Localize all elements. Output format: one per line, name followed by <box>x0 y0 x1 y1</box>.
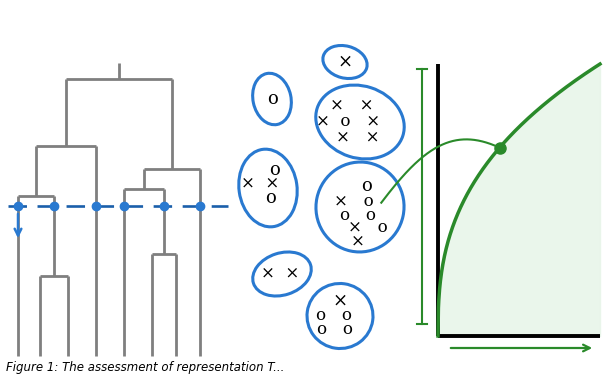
Text: Figure 1: The assessment of representation T...: Figure 1: The assessment of representati… <box>6 361 285 374</box>
Text: ×   ×: × × <box>330 98 374 114</box>
Text: ×   o: × o <box>334 192 374 210</box>
Text: ×: × <box>333 292 348 310</box>
Text: ×   ×: × × <box>336 129 380 146</box>
Text: ×   o: × o <box>348 220 388 237</box>
Text: o: o <box>269 161 279 179</box>
Text: ×  ×: × × <box>241 175 279 192</box>
Text: o: o <box>267 90 277 108</box>
Text: o: o <box>266 189 277 207</box>
Text: o   o: o o <box>340 207 376 223</box>
Text: ×  ×: × × <box>261 265 299 283</box>
Text: ×  o   ×: × o × <box>316 114 380 131</box>
Text: ×: × <box>337 53 353 71</box>
Text: ×: × <box>351 232 365 250</box>
Text: o: o <box>361 177 371 195</box>
Text: o   o: o o <box>316 306 352 323</box>
Text: o   o: o o <box>317 321 353 338</box>
